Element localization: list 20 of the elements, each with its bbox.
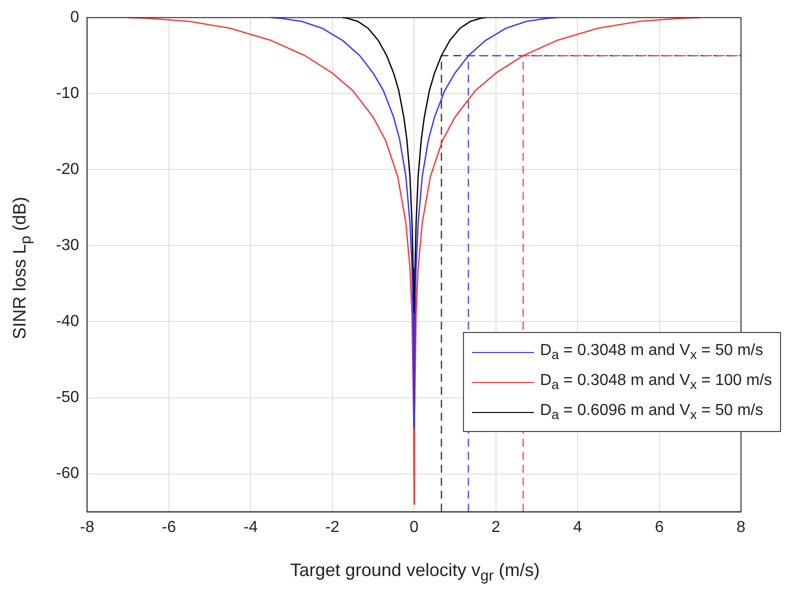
y-tick-label: -50: [56, 389, 80, 406]
y-tick-label: -10: [56, 85, 80, 102]
x-tick-label: 0: [410, 518, 419, 536]
legend-label: D$_{a}$ = 0.3048 m and V$_{x}$ = 100 m/s: [540, 372, 772, 392]
y-tick-label: -40: [56, 313, 80, 330]
legend-label: D$_{a}$ = 0.3048 m and V$_{x}$ = 50 m/s: [540, 342, 764, 362]
x-tick-label: 4: [573, 518, 582, 536]
x-axis-title: Target ground velocity v$_{gr}$ (m/s): [289, 560, 541, 585]
y-tick-label: -60: [56, 465, 80, 482]
x-tick-label: 8: [736, 518, 746, 536]
x-tick-label: -6: [162, 518, 176, 536]
y-tick-label: 0: [70, 9, 80, 26]
legend-label: D$_{a}$ = 0.6096 m and V$_{x}$ = 50 m/s: [540, 402, 764, 422]
x-tick-label: -4: [243, 518, 258, 536]
x-tick-label: 2: [491, 518, 500, 536]
x-tick-label: 6: [654, 518, 664, 536]
y-tick-label: -30: [56, 237, 80, 254]
x-tick-label: -2: [325, 518, 340, 536]
y-tick-label: -20: [56, 161, 80, 178]
x-tick-label: -8: [80, 518, 94, 536]
